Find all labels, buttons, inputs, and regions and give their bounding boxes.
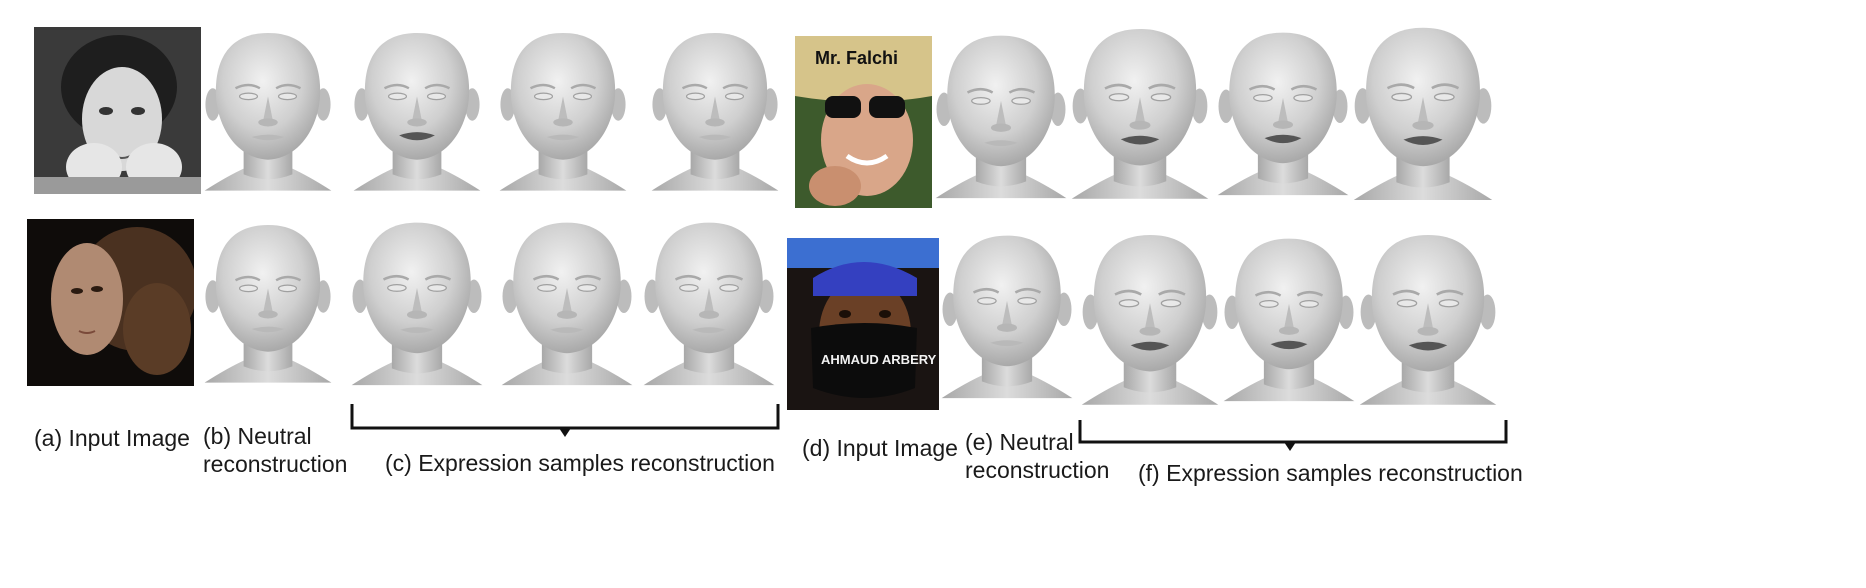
expression-mesh-c-2-top [498, 18, 628, 204]
bracket-right-expressions [1078, 420, 1508, 454]
input-image-woman-mask: AHMAUD ARBERY [787, 238, 939, 410]
caption-f-expressions: (f) Expression samples reconstruction [1138, 460, 1523, 486]
caption-b-neutral-line2: reconstruction [203, 451, 348, 477]
caption-a-input-image: (a) Input Image [34, 425, 190, 451]
bracket-left-expressions [350, 404, 780, 438]
expression-mesh-f-3-bottom [1358, 218, 1498, 420]
input-image-girl-bw [34, 27, 201, 194]
neutral-mesh-bottom-right [940, 218, 1074, 414]
neutral-mesh-bottom-left [203, 205, 333, 401]
expression-mesh-c-2-bottom [500, 205, 634, 401]
neutral-mesh-top-left [203, 18, 333, 204]
expression-mesh-f-2-top [1216, 14, 1350, 212]
expression-mesh-f-3-top [1352, 14, 1494, 212]
expression-mesh-f-2-bottom [1222, 218, 1356, 420]
expression-mesh-c-1-bottom [350, 205, 484, 401]
caption-b-neutral-line1: (b) Neutral [203, 423, 312, 449]
caption-e-neutral-line1: (e) Neutral [965, 429, 1074, 455]
expression-mesh-c-3-top [650, 18, 780, 204]
hat-text: Mr. Falchi [815, 48, 898, 68]
caption-c-expressions: (c) Expression samples reconstruction [385, 450, 775, 476]
expression-mesh-f-1-bottom [1080, 218, 1220, 420]
expression-mesh-f-1-top [1070, 14, 1210, 212]
input-image-curly-hair [27, 219, 194, 386]
neutral-mesh-top-right [934, 20, 1068, 212]
expression-mesh-c-3-bottom [642, 205, 776, 401]
input-image-woman-hat: Mr. Falchi [795, 36, 932, 208]
mask-text: AHMAUD ARBERY [821, 352, 937, 367]
expression-mesh-c-1-top [352, 18, 482, 204]
caption-e-neutral-line2: reconstruction [965, 457, 1110, 483]
caption-d-input-image: (d) Input Image [802, 435, 958, 461]
